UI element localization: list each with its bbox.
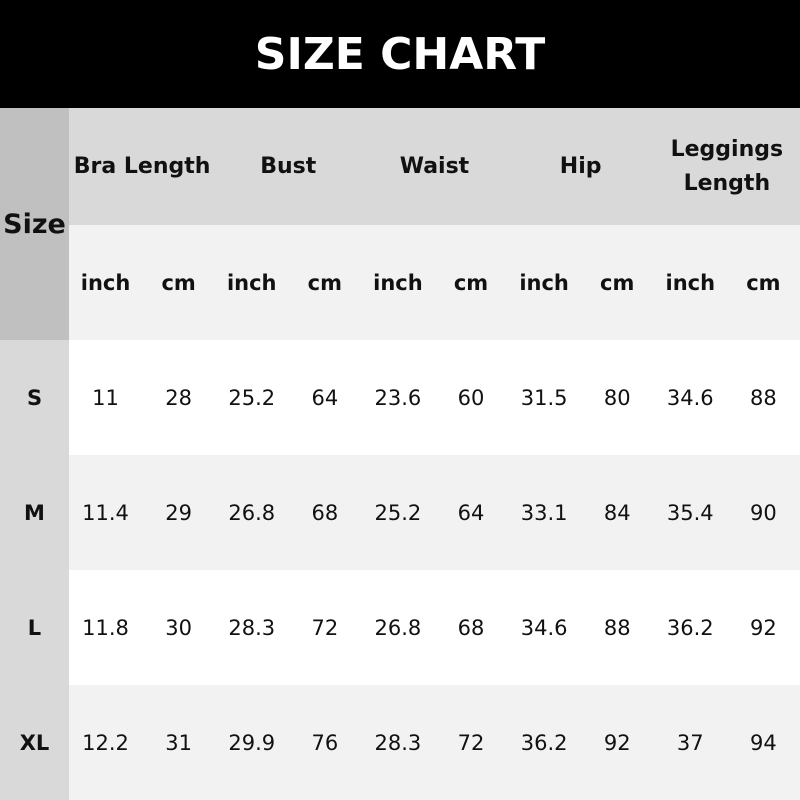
table-cell: 28.3: [361, 685, 435, 800]
table-cell: 26.8: [361, 570, 435, 685]
table-cell: 11: [69, 340, 143, 455]
table-cell: 68: [288, 455, 362, 570]
table-cell: 11.8: [69, 570, 143, 685]
measure-group-header: Bra Length: [69, 108, 216, 225]
table-cell: 30: [142, 570, 216, 685]
table-cell: 12.2: [69, 685, 143, 800]
unit-header: cm: [142, 225, 216, 340]
table-cell: 23.6: [361, 340, 435, 455]
size-label: M: [0, 455, 69, 570]
table-cell: 72: [434, 685, 508, 800]
size-label: S: [0, 340, 69, 455]
table-cell: 92: [726, 570, 800, 685]
table-cell: 68: [434, 570, 508, 685]
table-cell: 88: [580, 570, 654, 685]
unit-header: inch: [507, 225, 581, 340]
unit-header: cm: [726, 225, 800, 340]
table-cell: 36.2: [507, 685, 581, 800]
table-cell: 28: [142, 340, 216, 455]
measure-group-header: Hip: [507, 108, 654, 225]
table-cell: 29: [142, 455, 216, 570]
table-cell: 88: [726, 340, 800, 455]
unit-header: cm: [580, 225, 654, 340]
table-cell: 29.9: [215, 685, 289, 800]
size-chart-table: Size Bra Length Bust Waist Hip Leggings Leng…: [0, 108, 800, 800]
table-cell: 34.6: [507, 570, 581, 685]
table-cell: 36.2: [653, 570, 727, 685]
table-cell: 26.8: [215, 455, 289, 570]
table-cell: 60: [434, 340, 508, 455]
table-cell: 33.1: [507, 455, 581, 570]
unit-header: inch: [653, 225, 727, 340]
unit-header: cm: [434, 225, 508, 340]
size-label: L: [0, 570, 69, 685]
measure-group-header: Leggings Length: [653, 108, 800, 225]
table-cell: 80: [580, 340, 654, 455]
measure-group-header: Waist: [361, 108, 508, 225]
table-cell: 28.3: [215, 570, 289, 685]
table-cell: 92: [580, 685, 654, 800]
table-cell: 34.6: [653, 340, 727, 455]
table-cell: 84: [580, 455, 654, 570]
table-cell: 72: [288, 570, 362, 685]
table-cell: 94: [726, 685, 800, 800]
table-cell: 64: [434, 455, 508, 570]
unit-header: inch: [69, 225, 143, 340]
unit-header: inch: [215, 225, 289, 340]
table-cell: 76: [288, 685, 362, 800]
page-title: SIZE CHART: [0, 0, 800, 108]
unit-header: inch: [361, 225, 435, 340]
size-label: XL: [0, 685, 69, 800]
table-cell: 90: [726, 455, 800, 570]
table-cell: 31: [142, 685, 216, 800]
size-column-header: Size: [0, 108, 69, 340]
table-cell: 31.5: [507, 340, 581, 455]
table-cell: 35.4: [653, 455, 727, 570]
table-cell: 11.4: [69, 455, 143, 570]
table-cell: 25.2: [215, 340, 289, 455]
table-cell: 37: [653, 685, 727, 800]
measure-group-header: Bust: [215, 108, 362, 225]
unit-header: cm: [288, 225, 362, 340]
table-cell: 64: [288, 340, 362, 455]
table-cell: 25.2: [361, 455, 435, 570]
